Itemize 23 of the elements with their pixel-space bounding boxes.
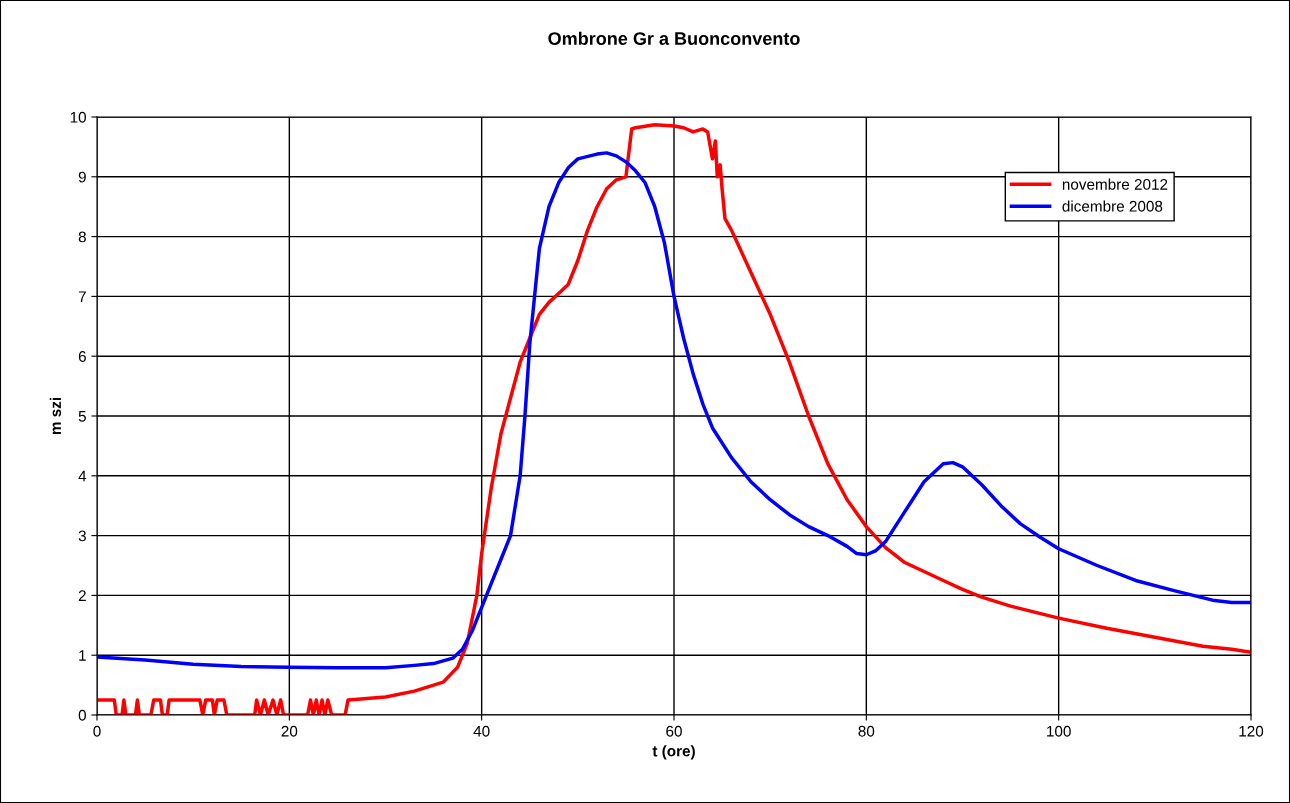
y-axis-title: m szi <box>49 397 62 435</box>
y-tick-label: 8 <box>78 231 86 243</box>
x-tick-label: 20 <box>281 725 298 737</box>
x-tick-label: 120 <box>1239 725 1264 737</box>
y-tick-label: 10 <box>70 111 86 123</box>
x-tick-label: 0 <box>93 725 101 737</box>
y-tick-label: 0 <box>78 709 86 721</box>
y-tick-label: 6 <box>78 351 86 362</box>
x-tick-label: 80 <box>858 725 875 737</box>
x-tick-label: 40 <box>473 725 490 737</box>
x-axis-title: t (ore) <box>652 745 695 760</box>
y-tick-label: 9 <box>78 171 86 183</box>
y-tick-label: 1 <box>79 650 86 661</box>
y-tick-label: 3 <box>78 530 86 542</box>
y-tick-label: 4 <box>78 470 87 482</box>
y-tick-label: 7 <box>78 291 86 302</box>
x-tick-label: 100 <box>1047 725 1071 737</box>
y-tick-label: 2 <box>78 590 86 601</box>
chart-title: Ombrone Gr a Buonconvento <box>548 31 800 45</box>
y-tick-label: 5 <box>78 411 86 422</box>
legend-label: dicembre 2008 <box>1062 200 1163 212</box>
x-tick-label: 60 <box>666 725 682 737</box>
legend-label: novembre 2012 <box>1062 178 1168 190</box>
